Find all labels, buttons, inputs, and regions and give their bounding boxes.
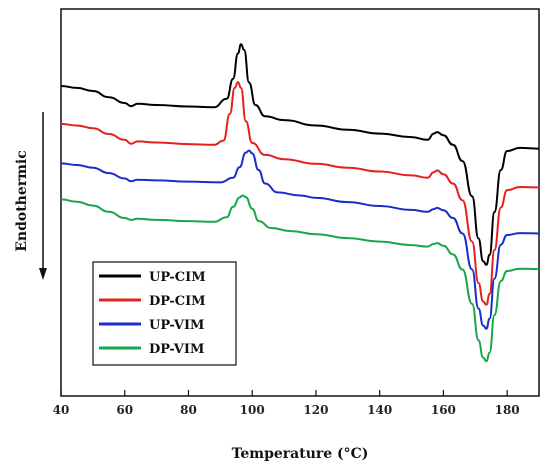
series-layer bbox=[60, 43, 540, 363]
series-line-dp-vim bbox=[60, 194, 540, 363]
x-axis-title: Temperature (°C) bbox=[232, 446, 369, 462]
x-axis: 40 60 80 100 120 140 160 180 bbox=[53, 390, 520, 417]
x-tick-label: 60 bbox=[116, 403, 133, 417]
series-line-up-vim bbox=[60, 149, 540, 330]
legend-label-up-cim: UP-CIM bbox=[149, 270, 206, 285]
legend: UP-CIM DP-CIM UP-VIM DP-VIM bbox=[92, 261, 237, 366]
x-tick-label: 120 bbox=[303, 403, 328, 417]
x-tick-label: 180 bbox=[495, 403, 520, 417]
series-line-dp-cim bbox=[60, 81, 540, 306]
legend-label-dp-vim: DP-VIM bbox=[149, 342, 204, 357]
legend-label-dp-cim: DP-CIM bbox=[149, 294, 206, 309]
plot-frame bbox=[60, 8, 540, 397]
endothermic-arrow-head bbox=[39, 268, 47, 280]
series-line-up-cim bbox=[60, 43, 540, 266]
x-tick-label: 140 bbox=[367, 403, 392, 417]
x-tick-label: 160 bbox=[431, 403, 456, 417]
endothermic-arrow bbox=[39, 112, 47, 280]
x-tick-label: 100 bbox=[240, 403, 265, 417]
x-tick-label: 40 bbox=[53, 403, 70, 417]
legend-label-up-vim: UP-VIM bbox=[149, 318, 204, 333]
y-axis-title: Endothermic bbox=[14, 150, 30, 252]
x-tick-label: 80 bbox=[180, 403, 197, 417]
